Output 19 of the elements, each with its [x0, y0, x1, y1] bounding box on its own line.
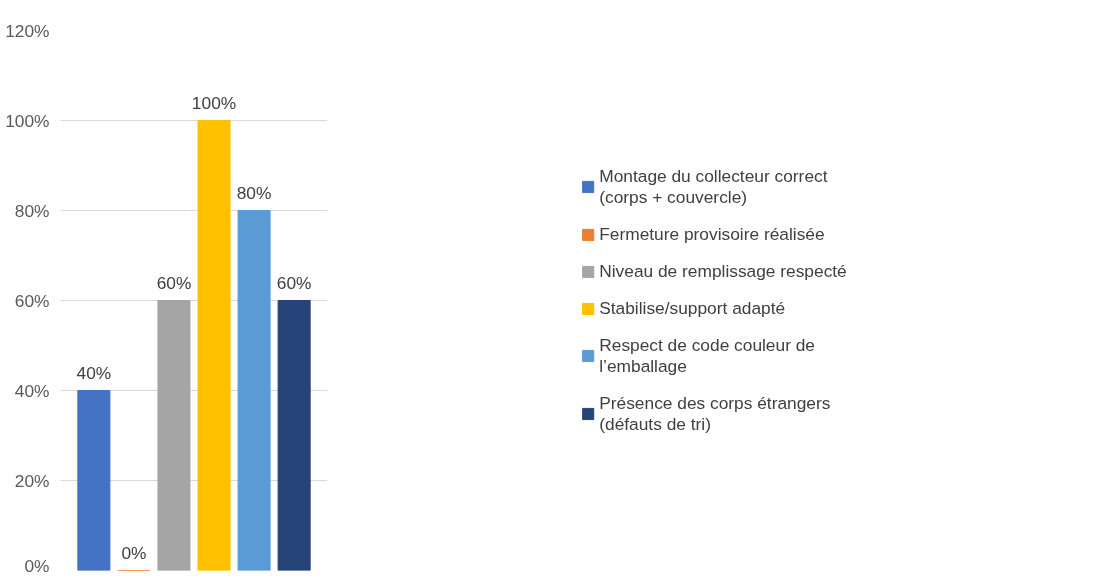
legend-label: Montage du collecteur correct (corps + couvercle): [599, 165, 828, 208]
y-tick-label: 100%: [5, 110, 50, 131]
data-label: 0%: [121, 542, 147, 563]
y-tick-label: 20%: [14, 470, 50, 491]
data-label: 80%: [236, 182, 272, 203]
y-tick-label: 120%: [5, 20, 50, 41]
data-label: 40%: [76, 362, 112, 383]
data-label: 60%: [156, 272, 192, 293]
legend-label: Stabilise/support adapté: [599, 297, 786, 319]
data-label: 60%: [276, 272, 312, 293]
y-tick-label: 0%: [24, 555, 50, 576]
legend-label: Présence des corps étrangers (défauts de tri): [599, 392, 831, 435]
legend-label: Niveau de remplissage respecté: [599, 260, 847, 282]
data-label: 100%: [191, 92, 237, 113]
y-tick-label: 80%: [14, 200, 50, 221]
legend-label: Fermeture provisoire réalisée: [599, 223, 825, 245]
y-tick-label: 60%: [14, 290, 50, 311]
legend-label: Respect de code couleur de l’emballage: [599, 334, 816, 377]
y-tick-label: 40%: [14, 380, 50, 401]
